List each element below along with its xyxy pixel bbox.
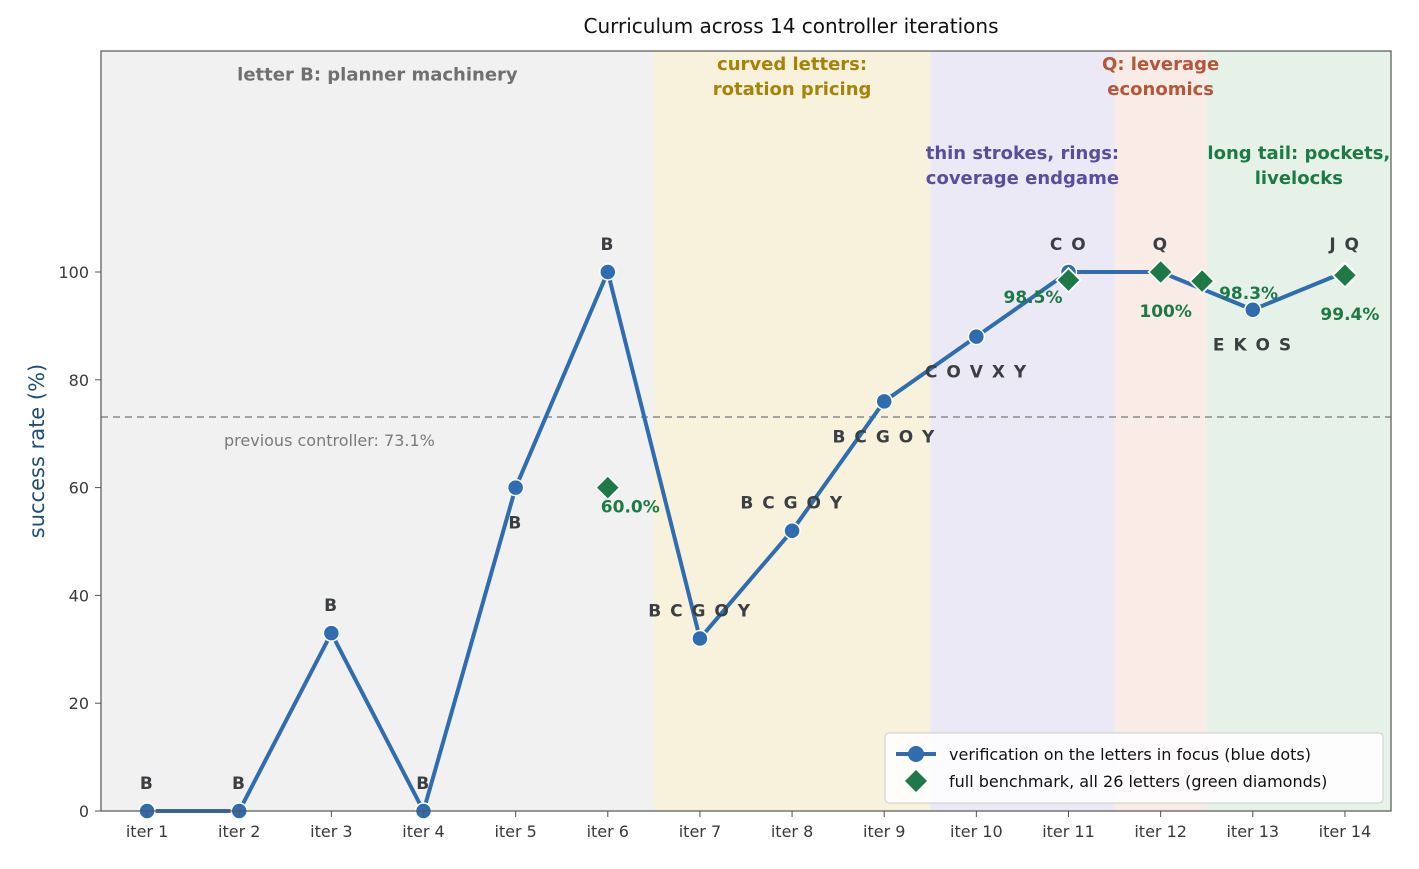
data-point-label: E K O S (1213, 336, 1293, 356)
plot-frame (100, 50, 1392, 812)
data-point-label: B C G O Y (648, 602, 751, 622)
data-point (967, 327, 986, 346)
x-tick-label: iter 9 (863, 822, 905, 841)
y-tick-label: 100 (58, 263, 89, 282)
region-label: livelocks (1255, 168, 1343, 189)
region-band (1206, 51, 1391, 811)
region-label: coverage endgame (926, 168, 1119, 189)
chart-title: Curriculum across 14 controller iteratio… (584, 14, 999, 38)
x-tick-label: iter 1 (126, 822, 168, 841)
data-point (691, 629, 709, 648)
data-point-label: B (601, 235, 615, 255)
x-tick-label: iter 11 (1042, 822, 1095, 841)
y-tick-label: 0 (79, 802, 89, 821)
data-point-label: B (140, 774, 154, 794)
x-tick-label: iter 5 (494, 822, 536, 841)
x-tick-label: iter 10 (950, 822, 1003, 841)
legend-entry-label: verification on the letters in focus (bl… (949, 745, 1311, 764)
region-band (930, 51, 1115, 811)
x-tick-label: iter 3 (310, 822, 352, 841)
data-point-label: B (416, 774, 430, 794)
benchmark-diamond (1147, 258, 1174, 286)
data-point-label: B C G O Y (740, 494, 843, 514)
data-point (322, 624, 341, 642)
benchmark-diamond (1055, 266, 1082, 294)
region-label: thin strokes, rings: (926, 143, 1119, 164)
data-point (1244, 300, 1262, 319)
data-point (875, 392, 893, 411)
axes-group: iter 1 iter 2 iter 3 iter 4 iter 5 iter 6 iter… (58, 263, 1371, 841)
benchmark-diamond (594, 474, 622, 501)
region-label: curved letters: (717, 54, 867, 75)
legend-diamond-swatch (905, 770, 927, 792)
region-label: rotation pricing (713, 79, 872, 100)
benchmark-label: 100% (1139, 302, 1192, 322)
region-label: economics (1107, 79, 1214, 100)
y-tick-label: 40 (69, 586, 89, 605)
data-point-label: B (508, 514, 522, 534)
legend-circle-swatch (908, 746, 924, 762)
background-regions (101, 51, 1391, 811)
x-tick-label: iter 13 (1226, 822, 1279, 841)
benchmark-label: 99.4% (1320, 305, 1379, 325)
data-point-label: J Q (1328, 235, 1360, 255)
legend: verification on the letters in focus (bl… (884, 732, 1384, 804)
data-point-label: Q (1153, 235, 1169, 255)
region-label: letter B: planner machinery (237, 65, 518, 86)
region-band (101, 51, 654, 811)
legend-entry-label: full benchmark, all 26 letters (green di… (949, 772, 1327, 791)
region-band (1114, 51, 1207, 811)
region-label: long tail: pockets, (1207, 143, 1390, 164)
benchmark-label: 98.3% (1219, 284, 1278, 304)
x-tick-label: iter 12 (1134, 822, 1187, 841)
reference-line-label: previous controller: 73.1% (224, 431, 435, 450)
data-point-label: C O V X Y (925, 363, 1028, 383)
reference-line-group: previous controller: 73.1% (101, 416, 1391, 450)
region-label: Q: leverage (1102, 54, 1219, 75)
x-tick-label: iter 4 (402, 822, 444, 841)
benchmark-diamond (1331, 261, 1359, 289)
data-point-label: B C G O Y (833, 427, 936, 447)
x-tick-label: iter 2 (218, 822, 260, 841)
x-tick-label: iter 7 (679, 822, 721, 841)
x-tick-label: iter 14 (1319, 822, 1372, 841)
data-point (783, 521, 801, 540)
x-tick-label: iter 6 (587, 822, 629, 841)
region-band (653, 51, 931, 811)
legend-box (884, 732, 1384, 804)
benchmark-label: 98.5% (1004, 288, 1063, 308)
data-point-label: B (232, 774, 246, 794)
benchmark-diamond (1188, 267, 1216, 295)
y-tick-label: 60 (69, 479, 89, 498)
series-line (147, 269, 1346, 813)
data-point (599, 263, 617, 281)
data-point (506, 478, 525, 497)
x-tick-label: iter 8 (771, 822, 813, 841)
y-tick-label: 80 (69, 371, 89, 390)
annotation-group: letter B: planner machinery curved letter… (140, 54, 1390, 794)
benchmark-label: 60.0% (601, 498, 660, 518)
data-point-label: B (324, 596, 338, 616)
data-point-label: C O (1050, 235, 1087, 255)
y-axis-label: success rate (%) (25, 364, 49, 539)
y-tick-label: 20 (69, 694, 89, 713)
